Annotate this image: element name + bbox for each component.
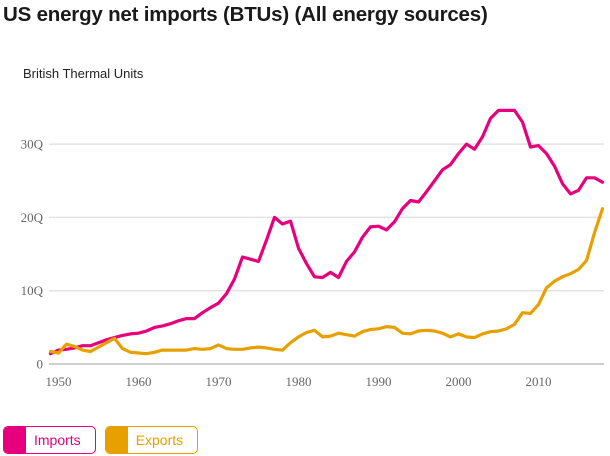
x-tick-label: 1980 xyxy=(286,374,312,389)
series-line-imports xyxy=(48,108,605,356)
x-tick-label: 1990 xyxy=(366,374,392,389)
y-tick-label: 30Q xyxy=(21,137,44,152)
x-tick-label: 1970 xyxy=(206,374,232,389)
y-tick-label: 20Q xyxy=(21,210,44,225)
x-tick-label: 2010 xyxy=(526,374,552,389)
y-axis: 0 10Q 20Q 30Q xyxy=(21,137,44,372)
imports-color-swatch xyxy=(4,427,26,453)
exports-color-swatch xyxy=(105,427,128,453)
legend-label-exports: Exports xyxy=(135,432,184,448)
x-tick-label: 2000 xyxy=(446,374,472,389)
legend-toggle-imports[interactable]: Imports xyxy=(3,426,96,454)
line-chart: 0 10Q 20Q 30Q 1950 1960 1970 1980 1990 2000 2010 xyxy=(21,108,605,389)
series-line-exports xyxy=(48,207,605,356)
series xyxy=(48,108,605,356)
x-axis: 1950 1960 1970 1980 1990 2000 2010 xyxy=(46,374,552,389)
legend-label-imports: Imports xyxy=(34,432,81,448)
legend-toggle-exports[interactable]: Exports xyxy=(104,426,199,454)
y-tick-label: 0 xyxy=(37,357,44,372)
chart-title: US energy net imports (BTUs) (All energy… xyxy=(3,3,488,26)
x-tick-label: 1960 xyxy=(126,374,152,389)
legend: Imports Exports xyxy=(3,426,199,454)
y-axis-unit-label: British Thermal Units xyxy=(23,66,144,81)
y-tick-label: 10Q xyxy=(21,283,44,298)
x-tick-label: 1950 xyxy=(46,374,72,389)
gridlines xyxy=(49,143,604,365)
